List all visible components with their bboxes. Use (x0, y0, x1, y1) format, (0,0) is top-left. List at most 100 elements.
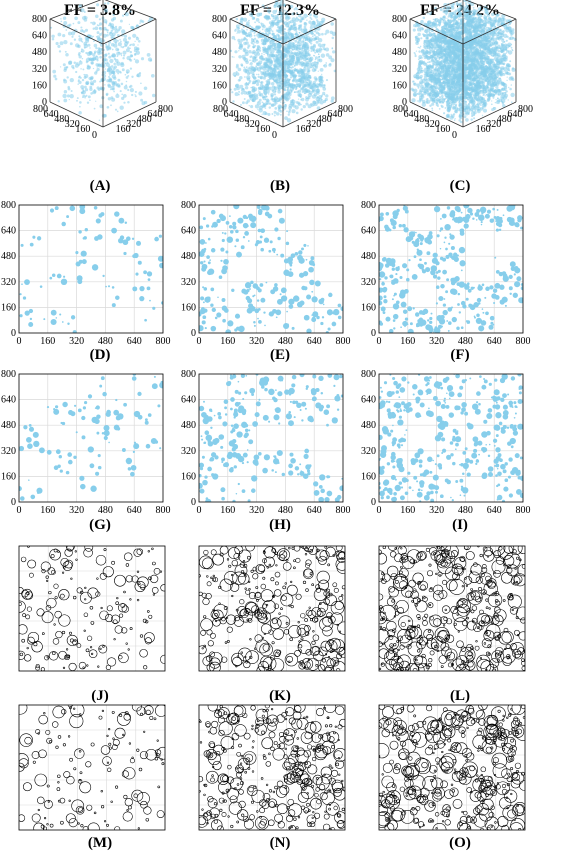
particle (139, 19, 143, 23)
particle (440, 68, 443, 71)
particle (448, 81, 451, 85)
particle (510, 46, 513, 49)
particle (483, 26, 486, 29)
particle (294, 39, 298, 43)
particle (317, 43, 322, 47)
particle (80, 8, 85, 13)
particle (294, 73, 297, 76)
particle (140, 57, 145, 61)
particle (108, 71, 113, 75)
particle (247, 91, 252, 95)
particle (482, 53, 485, 56)
particle (234, 50, 238, 54)
particle (74, 16, 78, 21)
particle (325, 94, 329, 98)
particle (432, 32, 436, 36)
particle (419, 45, 422, 48)
particle (472, 33, 476, 37)
particle (254, 44, 257, 47)
particle (465, 53, 469, 56)
particle (422, 16, 426, 20)
particle (77, 79, 80, 82)
particle (481, 114, 484, 117)
particle (62, 63, 66, 67)
particle (73, 38, 77, 41)
particle (275, 42, 278, 44)
particle (110, 65, 114, 68)
particle (94, 55, 99, 61)
particle (325, 53, 330, 57)
particle (112, 13, 115, 17)
particle (254, 95, 259, 100)
particle (245, 41, 249, 45)
particle (287, 31, 292, 36)
particle (93, 50, 97, 54)
particle (81, 57, 84, 60)
particle (288, 41, 291, 43)
particle (305, 102, 309, 106)
particle (115, 83, 119, 86)
particle (249, 62, 253, 65)
particle (114, 25, 118, 29)
particle (312, 89, 315, 92)
particle (508, 22, 512, 26)
particle (256, 52, 261, 56)
particle (69, 77, 74, 83)
particle (108, 24, 110, 27)
particle (261, 87, 264, 90)
particle (113, 38, 118, 43)
particle (442, 7, 445, 10)
particle (259, 81, 263, 84)
particle (117, 72, 120, 75)
particle (289, 4, 294, 9)
particle (277, 90, 281, 94)
particle (287, 34, 291, 38)
particle (266, 6, 269, 9)
particle (270, 21, 273, 24)
particle (127, 88, 130, 92)
particle (433, 23, 438, 28)
particle (78, 75, 81, 78)
particle (234, 92, 239, 97)
particle (454, 118, 456, 120)
particle (233, 56, 235, 58)
particle (431, 21, 434, 24)
particle (240, 103, 242, 106)
particle (299, 18, 303, 23)
particle (481, 9, 484, 11)
particle (313, 30, 315, 33)
particle (125, 48, 130, 53)
particle (434, 57, 438, 61)
cube-edge (282, 18, 337, 45)
particle (438, 62, 444, 67)
particle (505, 64, 510, 69)
particle (307, 97, 310, 99)
particle (128, 85, 131, 89)
particle (90, 61, 94, 65)
particle (107, 97, 112, 101)
particle (276, 100, 279, 103)
particle (234, 38, 236, 41)
particle (457, 18, 461, 21)
particle (258, 60, 263, 65)
particle (430, 96, 432, 99)
particle (248, 71, 251, 74)
particle (302, 38, 305, 40)
particle (432, 63, 435, 66)
particle (472, 44, 474, 47)
particle (493, 25, 497, 29)
particle (84, 88, 89, 92)
particle (440, 55, 444, 59)
cube-y-tick-label: 640 (327, 109, 342, 120)
particle (279, 84, 281, 87)
particle (477, 13, 480, 15)
particle (132, 27, 135, 30)
particle (248, 12, 254, 17)
particle (241, 17, 244, 20)
particle (302, 104, 306, 109)
cube-x-tick-label: 800 (33, 104, 48, 115)
particle (479, 30, 482, 33)
particle (278, 89, 281, 91)
particle (258, 21, 261, 24)
